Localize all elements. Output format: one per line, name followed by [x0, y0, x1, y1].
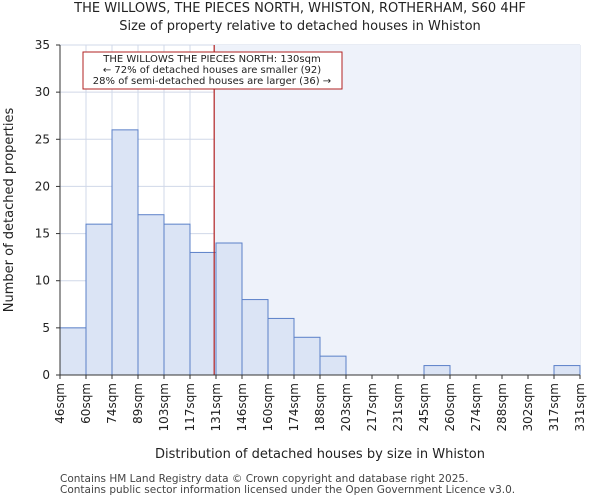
- x-tick-label: 117sqm: [183, 383, 197, 431]
- x-tick-label: 103sqm: [157, 383, 171, 431]
- bar: [189, 251, 217, 376]
- x-tick-label: 46sqm: [53, 383, 67, 424]
- bar: [319, 355, 347, 376]
- x-axis-label: Distribution of detached houses by size …: [155, 447, 485, 462]
- x-tick-label: 131sqm: [209, 383, 223, 431]
- footer-licence: Contains public sector information licen…: [60, 484, 516, 496]
- y-tick-label: 0: [42, 368, 50, 382]
- x-tick-labels: 46sqm 60sqm 74sqm 89sqm 103sqm 117sqm 131sqm 14…: [53, 375, 587, 431]
- x-tick-label: 203sqm: [339, 383, 353, 431]
- bar: [423, 365, 451, 376]
- footer-copyright: Contains HM Land Registry data © Crown c…: [60, 473, 469, 485]
- x-tick-label: 231sqm: [391, 383, 405, 431]
- property-annotation: THE WILLOWS THE PIECES NORTH: 130sqm ← 7…: [82, 51, 343, 90]
- bar: [241, 299, 269, 376]
- x-tick-label: 317sqm: [547, 383, 561, 431]
- bar: [553, 365, 581, 376]
- x-tick-label: 60sqm: [79, 383, 93, 424]
- histogram-chart: 0 5 10 15 20 25 30 35 46sqm 60sqm 74sqm 89sqm 103sq…: [2, 38, 587, 462]
- bar: [111, 129, 139, 376]
- x-tick-label: 217sqm: [365, 383, 379, 431]
- x-tick-label: 146sqm: [235, 383, 249, 431]
- y-tick-label: 35: [35, 38, 50, 52]
- chart-title: Size of property relative to detached ho…: [119, 19, 481, 34]
- y-tick-label: 20: [35, 179, 50, 193]
- chart-title-address: THE WILLOWS, THE PIECES NORTH, WHISTON, …: [74, 1, 526, 16]
- x-tick-label: 274sqm: [469, 383, 483, 431]
- x-tick-label: 160sqm: [261, 383, 275, 431]
- x-tick-label: 331sqm: [573, 383, 587, 431]
- x-tick-label: 245sqm: [417, 383, 431, 431]
- annotation-line-1: THE WILLOWS THE PIECES NORTH: 130sqm: [102, 54, 320, 65]
- annotation-line-2: ← 72% of detached houses are smaller (92…: [103, 65, 321, 76]
- y-axis-label: Number of detached properties: [2, 108, 17, 313]
- x-tick-label: 188sqm: [313, 383, 327, 431]
- bar: [137, 214, 165, 376]
- y-tick-label: 30: [35, 85, 50, 99]
- bars: [59, 129, 581, 376]
- bar: [215, 242, 243, 376]
- bar: [85, 223, 113, 376]
- bar: [267, 317, 295, 376]
- y-tick-label: 15: [35, 227, 50, 241]
- y-tick-label: 5: [42, 321, 50, 335]
- x-tick-label: 288sqm: [495, 383, 509, 431]
- y-tick-labels: 0 5 10 15 20 25 30 35: [35, 38, 60, 382]
- x-tick-label: 260sqm: [443, 383, 457, 431]
- x-tick-label: 89sqm: [131, 383, 145, 424]
- y-tick-label: 25: [35, 132, 50, 146]
- bar: [59, 327, 87, 376]
- annotation-line-3: 28% of semi-detached houses are larger (…: [93, 76, 331, 87]
- y-tick-label: 10: [35, 274, 50, 288]
- x-tick-label: 302sqm: [521, 383, 535, 431]
- x-tick-label: 74sqm: [105, 383, 119, 424]
- bar: [293, 336, 321, 376]
- annotation-box: [82, 51, 343, 90]
- x-tick-label: 174sqm: [287, 383, 301, 431]
- bar: [163, 223, 191, 376]
